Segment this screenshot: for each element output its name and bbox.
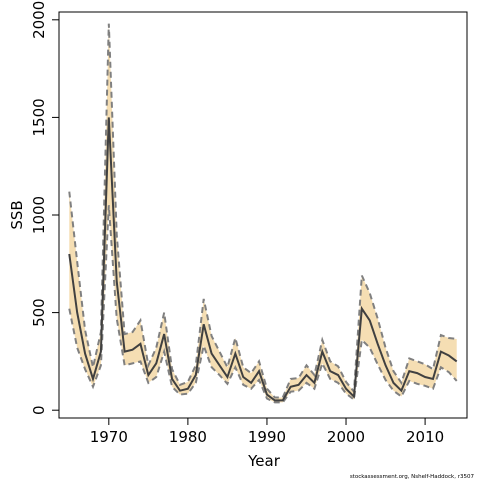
y-tick-label: 1000	[30, 196, 48, 234]
ssb-estimate-line	[68, 117, 458, 402]
x-tick-label: 1980	[169, 428, 207, 446]
y-tick-label: 0	[30, 405, 48, 415]
y-tick-label: 1500	[30, 98, 48, 136]
upper-bound-line	[68, 23, 457, 399]
x-tick-label: 1990	[248, 428, 286, 446]
lower-bound-line	[68, 205, 458, 404]
x-axis: 1970 1980 1990 2000 2010	[90, 418, 444, 446]
y-axis-title: SSB	[8, 200, 26, 229]
y-tick-label: 2000	[30, 1, 48, 39]
confidence-band	[69, 23, 457, 403]
x-tick-label: 1970	[90, 428, 128, 446]
credit-text: stockassessment.org, Nshelf-Haddock, r35…	[350, 474, 475, 480]
x-axis-title: Year	[247, 452, 281, 470]
x-tick-label: 2000	[327, 428, 365, 446]
x-tick-label: 2010	[406, 428, 444, 446]
y-axis: 0 500 1000 1500 2000	[30, 1, 59, 415]
y-tick-label: 500	[30, 298, 48, 327]
